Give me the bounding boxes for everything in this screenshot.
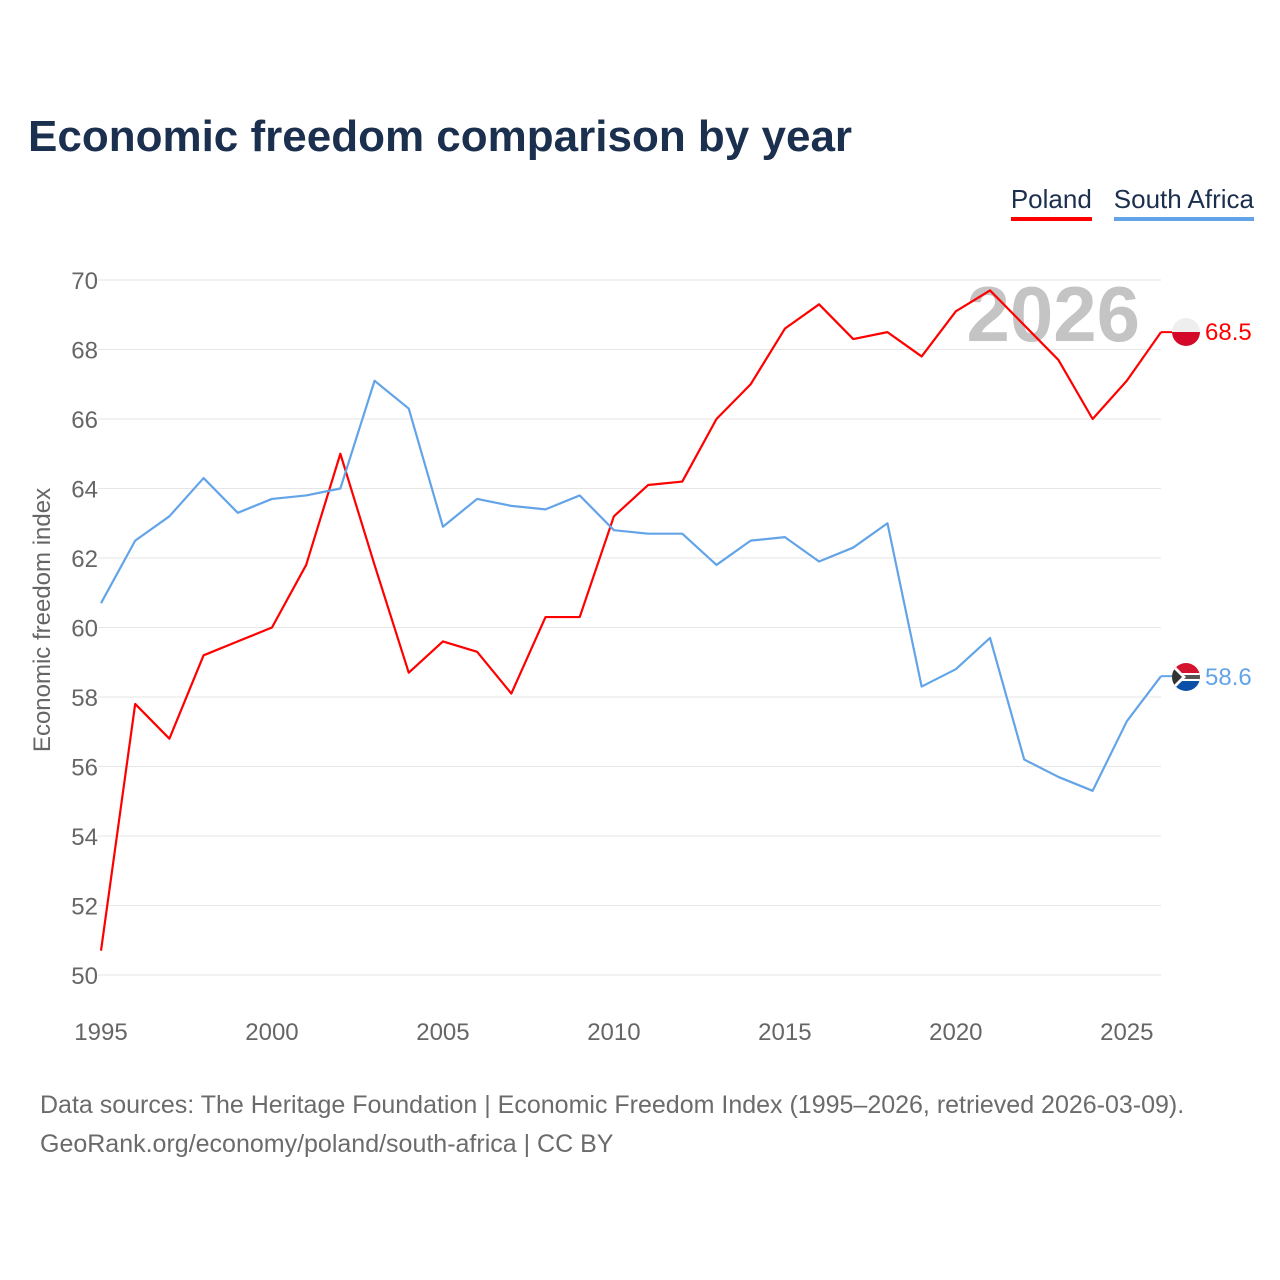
x-tick-label: 1995 xyxy=(74,1019,127,1046)
y-tick-label: 54 xyxy=(71,824,98,851)
x-tick-label: 2020 xyxy=(929,1019,982,1046)
legend-item-south-africa[interactable]: South Africa xyxy=(1113,184,1254,221)
x-tick-label: 2010 xyxy=(587,1019,640,1046)
poland-end-label: 68.5 xyxy=(1205,319,1252,346)
south-africa-end-label: 58.6 xyxy=(1205,664,1252,691)
y-tick-label: 66 xyxy=(71,407,98,434)
legend: Poland South Africa xyxy=(1010,184,1254,221)
x-tick-label: 2000 xyxy=(245,1019,298,1046)
poland-flag-icon xyxy=(1172,318,1200,346)
series-line-south-africa xyxy=(100,379,1162,792)
x-tick-label: 2015 xyxy=(758,1019,811,1046)
y-tick-label: 64 xyxy=(71,477,98,504)
source-link[interactable]: GeoRank.org/economy/poland/south-africa … xyxy=(40,1130,614,1158)
y-tick-label: 60 xyxy=(71,616,98,643)
x-tick-label: 2005 xyxy=(416,1019,469,1046)
y-tick-label: 50 xyxy=(71,963,98,990)
watermark-year: 2026 xyxy=(966,270,1140,358)
y-tick-label: 58 xyxy=(71,685,98,712)
y-tick-label: 62 xyxy=(71,546,98,573)
y-tick-label: 56 xyxy=(71,755,98,782)
x-tick-label: 2025 xyxy=(1100,1019,1153,1046)
legend-item-poland[interactable]: Poland xyxy=(1010,184,1092,221)
chart-title: Economic freedom comparison by year xyxy=(28,112,853,161)
data-sources: Data sources: The Heritage Foundation | … xyxy=(40,1091,1185,1119)
y-tick-label: 68 xyxy=(71,338,98,365)
series-line-poland xyxy=(99,289,1162,951)
y-tick-label: 52 xyxy=(71,894,98,921)
y-tick-label: 70 xyxy=(71,268,98,295)
footer: Data sources: The Heritage Foundation | … xyxy=(40,1086,1184,1164)
y-axis-label: Economic freedom index xyxy=(29,488,56,752)
south-africa-flag-icon xyxy=(1172,663,1200,691)
